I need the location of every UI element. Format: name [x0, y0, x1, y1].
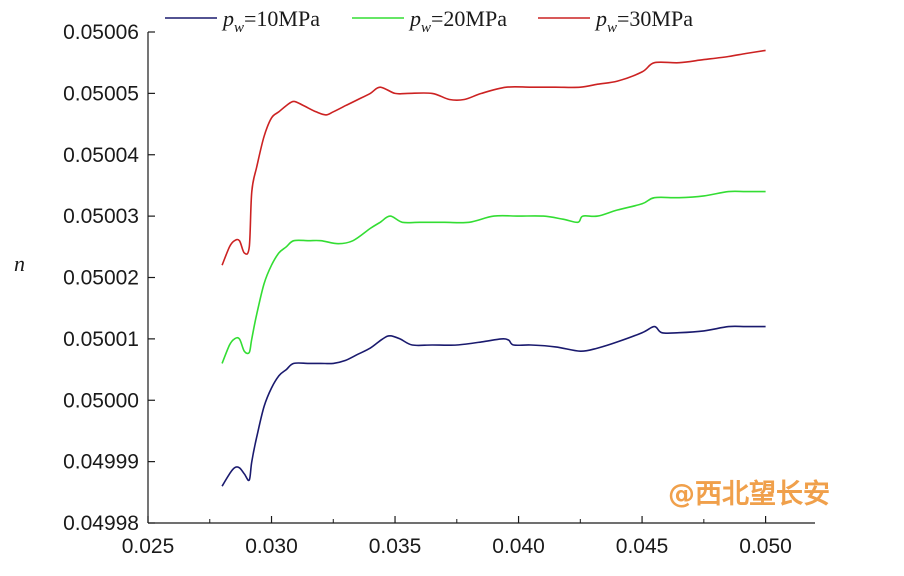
series-line-3: [221, 49, 766, 266]
x-tick-label: 0.050: [739, 535, 792, 558]
y-tick-label: 0.05000: [63, 389, 139, 412]
legend-label: pw=10MPa: [221, 6, 320, 36]
y-tick-label: 0.05003: [63, 205, 139, 228]
y-tick-label: 0.04998: [63, 512, 139, 535]
x-tick-label: 0.045: [616, 535, 669, 558]
watermark-text: @西北望长安: [668, 479, 830, 510]
x-tick-label: 0.030: [245, 535, 298, 558]
legend: pw=10MPa pw=20MPa pw=30MPa: [165, 6, 693, 36]
y-tick-label: 0.05001: [63, 328, 139, 351]
x-tick-label: 0.040: [492, 535, 545, 558]
y-tick-label: 0.05004: [63, 144, 139, 167]
y-ticks: 0.04998 0.04999 0.05000 0.05001 0.05002 0.050…: [63, 21, 155, 535]
legend-label: pw=30MPa: [594, 6, 693, 36]
series-lines: [221, 49, 766, 487]
y-tick-label: 0.05002: [63, 267, 139, 290]
axes-group: [147, 32, 815, 524]
x-tick-label: 0.035: [369, 535, 422, 558]
y-tick-label: 0.05006: [63, 21, 139, 44]
series-line-2: [221, 190, 766, 364]
y-tick-label: 0.04999: [63, 451, 139, 474]
x-ticks: 0.025 0.030 0.035 0.040 0.045 0.050: [122, 516, 792, 558]
y-axis-title: n: [14, 251, 25, 276]
y-tick-label: 0.05005: [63, 82, 139, 105]
legend-label: pw=20MPa: [408, 6, 507, 36]
x-tick-label: 0.025: [122, 535, 175, 558]
series-line-1: [221, 325, 766, 487]
